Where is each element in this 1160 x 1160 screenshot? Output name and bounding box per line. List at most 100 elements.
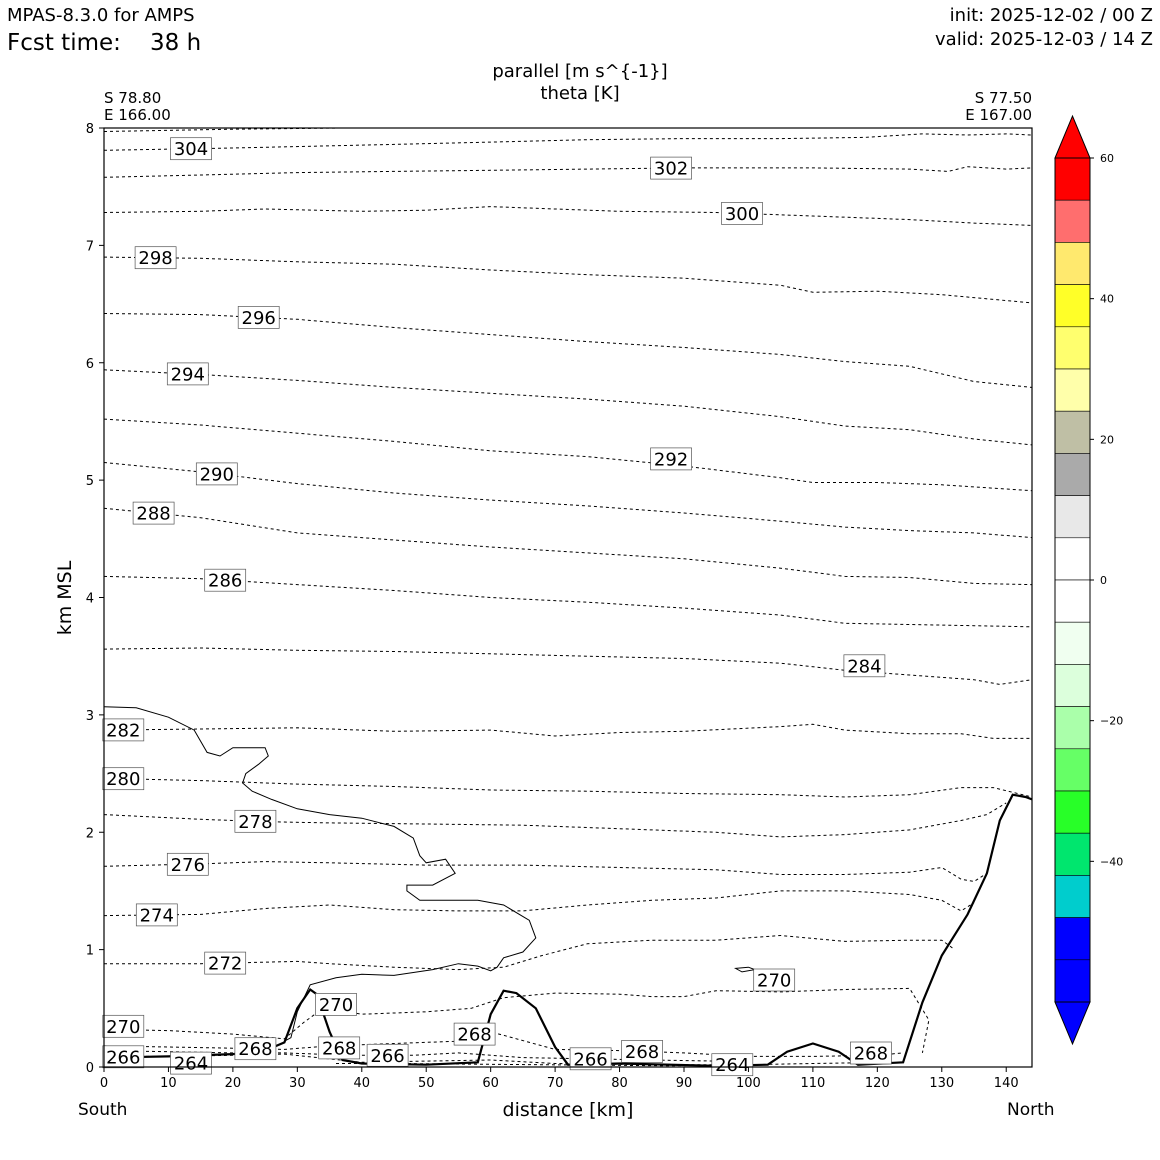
colorbar-bin-2 bbox=[1054, 242, 1091, 285]
x-tick-label-110: 110 bbox=[800, 1076, 825, 1091]
colorbar-tick-label-4: −20 bbox=[1100, 715, 1123, 728]
x-tick-label-0: 0 bbox=[100, 1076, 108, 1091]
svg-text:276: 276 bbox=[171, 855, 205, 876]
theta-label-294-1: 294 bbox=[166, 362, 209, 385]
svg-text:282: 282 bbox=[106, 720, 140, 741]
y-tick-label-7: 7 bbox=[86, 239, 94, 254]
parallel-wind-contour-0 bbox=[103, 706, 537, 1042]
y-tick-label-2: 2 bbox=[86, 826, 94, 841]
x-tick-label-60: 60 bbox=[482, 1076, 499, 1091]
svg-text:266: 266 bbox=[106, 1047, 140, 1068]
theta-contour-280 bbox=[103, 777, 1033, 798]
svg-text:268: 268 bbox=[322, 1038, 356, 1059]
fcst-time-value: 38 h bbox=[150, 30, 202, 56]
theta-contour-298 bbox=[103, 256, 1033, 304]
svg-text:286: 286 bbox=[208, 571, 242, 592]
theta-contour-296 bbox=[103, 313, 1033, 388]
colorbar-bin-5 bbox=[1054, 368, 1091, 412]
theta-contour-302 bbox=[103, 166, 1033, 178]
theta-contour-300 bbox=[103, 206, 1033, 226]
x-tick-label-140: 140 bbox=[994, 1076, 1019, 1091]
svg-text:292: 292 bbox=[654, 449, 688, 470]
colorbar-bin-7 bbox=[1054, 453, 1091, 496]
svg-text:272: 272 bbox=[208, 954, 242, 975]
colorbar-bin-15 bbox=[1054, 790, 1091, 834]
svg-text:294: 294 bbox=[171, 364, 205, 385]
theta-label-268-1: 268 bbox=[234, 1037, 277, 1060]
x-tick-label-50: 50 bbox=[418, 1076, 435, 1091]
x-tick-label-130: 130 bbox=[929, 1076, 954, 1091]
theta-label-278-1: 278 bbox=[234, 809, 277, 833]
fcst-time-label: Fcst time: bbox=[7, 30, 121, 56]
theta-label-268-4: 268 bbox=[621, 1040, 663, 1063]
svg-text:296: 296 bbox=[242, 308, 276, 329]
colorbar-bin-6 bbox=[1054, 410, 1091, 454]
theta-contour-274 bbox=[103, 890, 975, 917]
theta-label-282-1: 282 bbox=[102, 718, 145, 741]
theta-contour-294 bbox=[103, 369, 1033, 446]
theta-contour-286 bbox=[103, 575, 1033, 628]
theta-contour-278 bbox=[103, 802, 1007, 838]
theta-label-290-1: 290 bbox=[195, 462, 238, 485]
theta-contour-306 bbox=[103, 127, 343, 132]
right-end-lon: E 167.00 bbox=[965, 106, 1032, 124]
x-tick-label-20: 20 bbox=[225, 1076, 242, 1091]
theta-label-270-1: 270 bbox=[315, 993, 357, 1016]
theta-label-304-1: 304 bbox=[170, 137, 212, 160]
init-time: init: 2025-12-02 / 00 Z bbox=[949, 5, 1153, 26]
svg-text:304: 304 bbox=[174, 139, 208, 160]
plot-frame bbox=[103, 127, 1033, 1068]
colorbar-bin-11 bbox=[1054, 621, 1091, 665]
colorbar-tick-label-2: 20 bbox=[1100, 433, 1114, 446]
terrain-layer bbox=[103, 793, 1033, 1067]
colorbar-bin-9 bbox=[1054, 537, 1091, 581]
theta-contour-270 bbox=[103, 987, 930, 1053]
theta-contour-288 bbox=[103, 507, 1033, 586]
theta-label-264-1: 264 bbox=[170, 1051, 212, 1075]
theta-label-270-3: 270 bbox=[102, 1014, 145, 1038]
x-axis-ticks: 0 10 20 30 40 50 60 70 80 90 100 110 120 130 140 bbox=[100, 1067, 1019, 1091]
theta-contour-282 bbox=[103, 723, 1032, 739]
theta-contour-304 bbox=[103, 133, 1033, 151]
svg-text:288: 288 bbox=[136, 504, 170, 525]
theta-contour-272 bbox=[104, 934, 955, 971]
left-end-lon: E 166.00 bbox=[104, 106, 171, 124]
svg-text:266: 266 bbox=[573, 1049, 607, 1070]
svg-text:270: 270 bbox=[106, 1017, 140, 1038]
y-tick-label-6: 6 bbox=[86, 357, 94, 372]
theta-label-266-1: 266 bbox=[102, 1045, 145, 1068]
svg-text:274: 274 bbox=[140, 905, 174, 926]
colorbar-bin-19 bbox=[1054, 959, 1091, 1003]
svg-text:270: 270 bbox=[319, 995, 353, 1016]
x-tick-label-80: 80 bbox=[611, 1076, 628, 1091]
svg-text:278: 278 bbox=[238, 812, 272, 833]
x-tick-label-40: 40 bbox=[354, 1076, 371, 1091]
theta-label-284-1: 284 bbox=[843, 654, 886, 677]
colorbar-tick-label-5: −40 bbox=[1100, 855, 1123, 868]
svg-text:264: 264 bbox=[715, 1055, 749, 1076]
x-tick-label-90: 90 bbox=[676, 1076, 693, 1091]
theta-label-288-1: 288 bbox=[132, 501, 175, 525]
right-end-name: North bbox=[1007, 1100, 1055, 1120]
theta-label-264-2: 264 bbox=[711, 1053, 754, 1076]
theta-contour-276 bbox=[103, 861, 988, 883]
colorbar: 60 40 20 0 −20 −40 bbox=[1054, 114, 1123, 1046]
colorbar-tick-label-1: 40 bbox=[1100, 293, 1114, 306]
theta-contour-290 bbox=[103, 462, 1033, 539]
y-tick-label-3: 3 bbox=[86, 709, 94, 724]
svg-text:270: 270 bbox=[757, 971, 791, 992]
svg-text:268: 268 bbox=[457, 1025, 491, 1046]
svg-text:264: 264 bbox=[174, 1054, 208, 1075]
colorbar-tick-label-3: 0 bbox=[1100, 574, 1107, 587]
theta-label-302-1: 302 bbox=[650, 156, 692, 180]
left-end-name: South bbox=[78, 1100, 128, 1120]
theta-contour-layer bbox=[103, 127, 1033, 1067]
theta-label-298-1: 298 bbox=[134, 246, 177, 269]
y-tick-label-4: 4 bbox=[86, 592, 94, 607]
chart-title-theta: theta [K] bbox=[540, 83, 620, 104]
y-tick-label-8: 8 bbox=[86, 122, 94, 137]
theta-label-268-2: 268 bbox=[453, 1022, 496, 1046]
theta-label-268-5: 268 bbox=[318, 1036, 361, 1059]
chart-title-parallel: parallel [m s^{-1}] bbox=[492, 61, 668, 82]
